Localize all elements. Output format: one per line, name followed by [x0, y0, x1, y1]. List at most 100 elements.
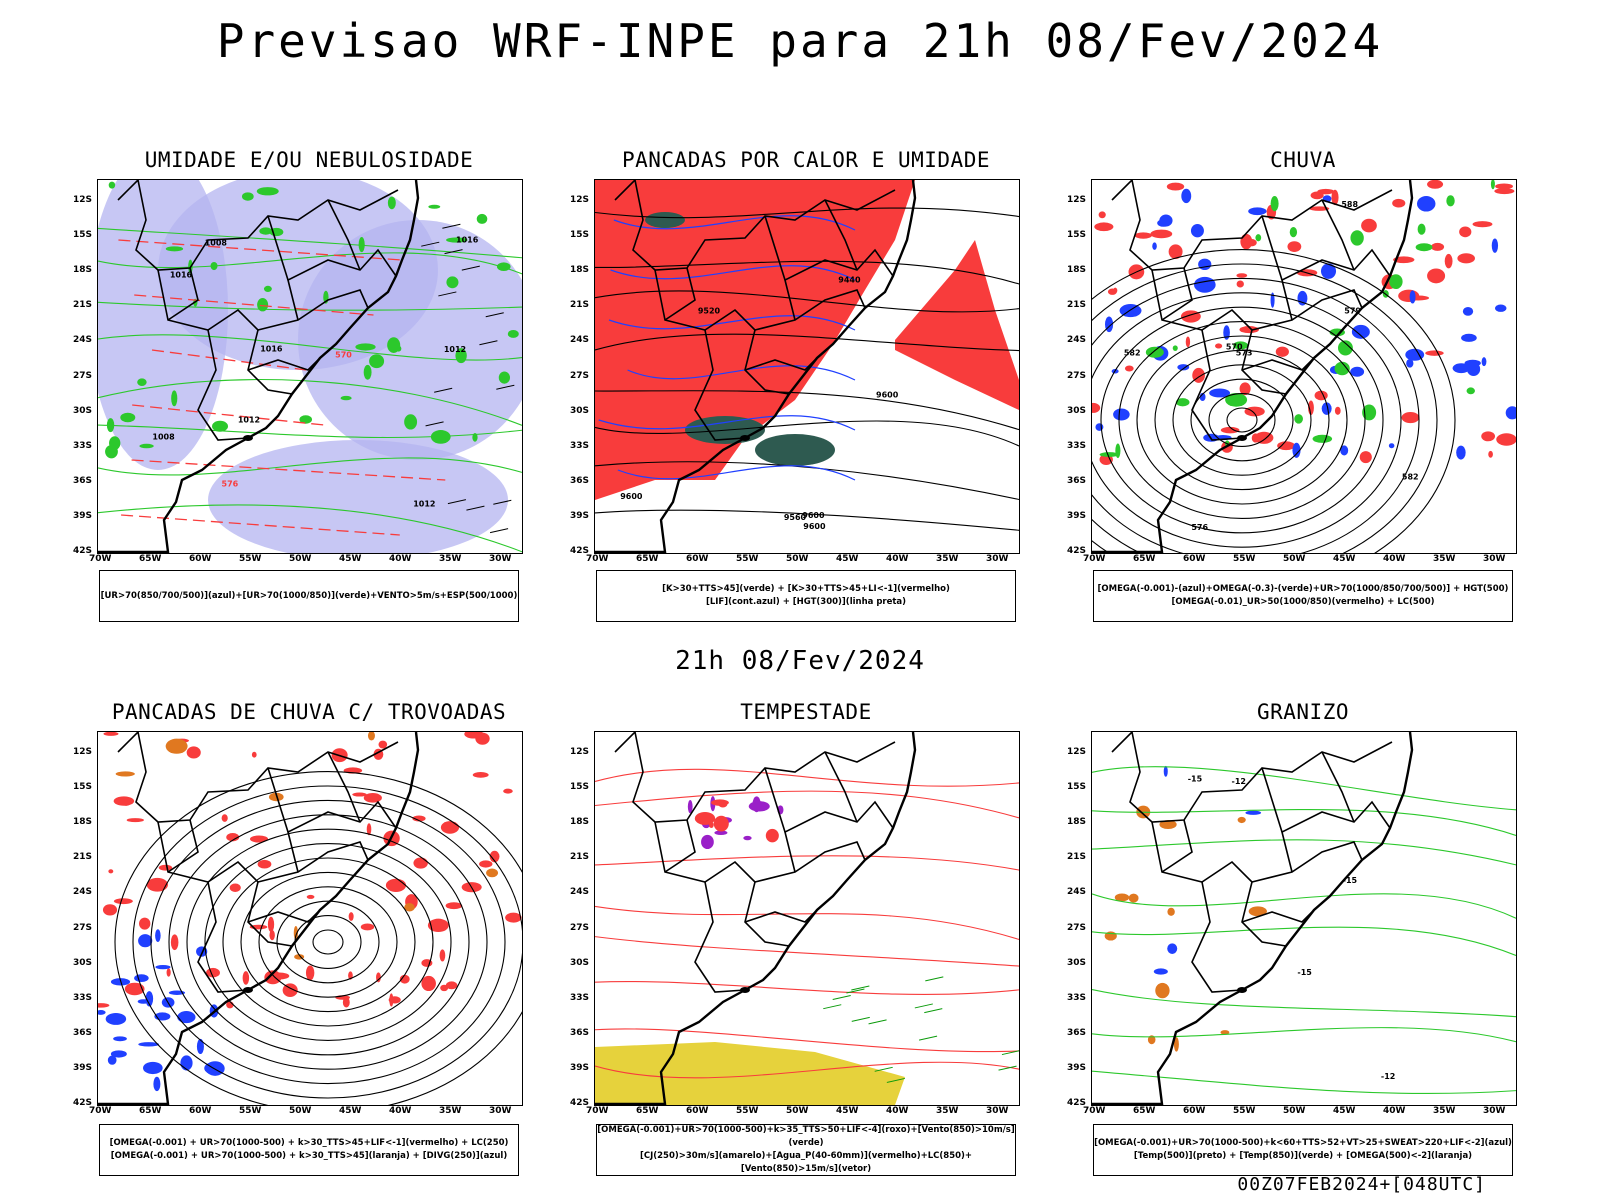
- longitude-label: 65W: [636, 554, 659, 564]
- panel-title: CHUVA: [1270, 148, 1336, 172]
- latitude-label: 39S: [73, 510, 93, 521]
- latitude-label: 33S: [570, 440, 590, 451]
- longitude-label: 65W: [139, 554, 162, 564]
- latitude-label: 39S: [1067, 1062, 1087, 1073]
- latitude-label: 42S: [570, 546, 590, 556]
- latitude-label: 15S: [73, 230, 93, 241]
- contour-label: 576: [1191, 523, 1208, 532]
- forecast-map: -15 -12 -15 -12 -15: [1091, 731, 1517, 1106]
- latitude-label: 27S: [73, 370, 93, 381]
- contour-label: -12: [1381, 1072, 1395, 1081]
- latitude-label: 24S: [1067, 335, 1087, 346]
- contour-label: 579: [1344, 306, 1361, 315]
- contour-label: -15: [1297, 968, 1312, 977]
- panel-legend: [K>30+TTS>45](verde) + [K>30+TTS>45+LI<-…: [596, 570, 1016, 622]
- contour-label: 1016: [170, 270, 193, 279]
- contour-label: -15: [1188, 775, 1203, 784]
- longitude-label: 65W: [636, 1106, 659, 1116]
- longitude-label: 60W: [686, 1106, 709, 1116]
- latitude-label: 21S: [73, 852, 93, 863]
- latitude-label: 33S: [1067, 440, 1087, 451]
- longitude-label: 70W: [586, 554, 609, 564]
- latitude-label: 15S: [1067, 782, 1087, 793]
- longitude-label: 55W: [239, 1106, 262, 1116]
- longitude-label: 70W: [1083, 1106, 1106, 1116]
- legend-line: [LIF](cont.azul) + [HGT(300)](linha pret…: [705, 597, 907, 607]
- contour-label: 9600: [876, 390, 899, 399]
- latitude-label: 21S: [1067, 852, 1087, 863]
- longitude-label: 70W: [1083, 554, 1106, 564]
- longitude-label: 30W: [986, 554, 1009, 564]
- contour-label: -12: [1232, 777, 1246, 786]
- latitude-label: 36S: [570, 475, 590, 486]
- longitude-label: 35W: [439, 554, 462, 564]
- map-field-plot: -15 -12 -15 -12 -15: [1092, 732, 1516, 1105]
- panel-title: PANCADAS DE CHUVA C/ TROVOADAS: [111, 700, 507, 724]
- latitude-label: 12S: [1067, 747, 1087, 757]
- latitude-label: 36S: [73, 475, 93, 486]
- longitude-label: 45W: [339, 554, 362, 564]
- longitude-label: 70W: [89, 554, 112, 564]
- forecast-date: 21h 08/Fev/2024: [675, 646, 925, 676]
- panel-title: GRANIZO: [1256, 700, 1349, 724]
- latitude-label: 12S: [1067, 195, 1087, 205]
- latitude-label: 33S: [73, 992, 93, 1003]
- longitude-label: 30W: [1483, 1106, 1506, 1116]
- legend-line: [UR>70(850/700/500)](azul)+[UR>70(1000/8…: [100, 590, 518, 601]
- latitude-label: 24S: [73, 887, 93, 898]
- latitude-label: 24S: [1067, 887, 1087, 898]
- contour-label: 9440: [838, 275, 861, 284]
- latitude-label: 24S: [570, 335, 590, 346]
- latitude-label: 33S: [1067, 992, 1087, 1003]
- legend-line: [K>30+TTS>45](verde) + [K>30+TTS>45+LI<-…: [662, 584, 950, 594]
- latitude-label: 27S: [570, 370, 590, 381]
- map-field-plot: [98, 732, 522, 1105]
- longitude-label: 60W: [686, 554, 709, 564]
- contour-label: 1008: [205, 238, 228, 247]
- legend-line: [OMEGA(-0.001) + UR>70(1000-500) + k>30_…: [110, 1151, 508, 1161]
- latitude-label: 27S: [570, 922, 590, 933]
- contour-label: 1012: [444, 345, 466, 354]
- forecast-map: 582 582 579 576 573 570 588: [1091, 179, 1517, 554]
- longitude-label: 35W: [936, 1106, 959, 1116]
- latitude-label: 18S: [570, 817, 590, 828]
- contour-label: 9600: [803, 522, 826, 531]
- latitude-label: 39S: [1067, 510, 1087, 521]
- latitude-label: 18S: [570, 265, 590, 276]
- longitude-label: 55W: [1233, 554, 1256, 564]
- longitude-label: 40W: [1383, 1106, 1406, 1116]
- contour-label: 582: [1402, 472, 1419, 481]
- latitude-label: 30S: [1067, 957, 1087, 968]
- longitude-label: 55W: [1233, 1106, 1256, 1116]
- legend-line: [OMEGA(-0.001)+UR>70(1000-500)+k<60+TTS>…: [1094, 1138, 1512, 1148]
- latitude-label: 27S: [1067, 370, 1087, 381]
- longitude-label: 65W: [139, 1106, 162, 1116]
- contour-label: 570: [1226, 342, 1243, 351]
- legend-line: [OMEGA(-0.001)+UR>70(1000-500)+k>35_TTS>…: [597, 1125, 1015, 1148]
- panel-legend: [OMEGA(-0.001) + UR>70(1000-500) + k>30_…: [99, 1124, 519, 1176]
- longitude-label: 45W: [1333, 554, 1356, 564]
- longitude-label: 50W: [1283, 1106, 1306, 1116]
- longitude-label: 70W: [586, 1106, 609, 1116]
- latitude-label: 18S: [73, 817, 93, 828]
- run-timestamp: 00Z07FEB2024+[048UTC]: [1237, 1174, 1486, 1195]
- longitude-label: 35W: [936, 554, 959, 564]
- longitude-label: 50W: [1283, 554, 1306, 564]
- longitude-label: 40W: [389, 1106, 412, 1116]
- latitude-label: 12S: [73, 747, 93, 757]
- contour-label: 1008: [152, 432, 175, 441]
- panel-legend: [OMEGA(-0.001)-(azul)+OMEGA(-0.3)-(verde…: [1093, 570, 1513, 622]
- forecast-map: [594, 731, 1020, 1106]
- contour-label: 1016: [260, 344, 283, 353]
- latitude-label: 15S: [570, 230, 590, 241]
- contour-label: 1012: [413, 500, 435, 509]
- longitude-label: 55W: [239, 554, 262, 564]
- panel-title: UMIDADE E/OU NEBULOSIDADE: [144, 148, 474, 172]
- longitude-label: 45W: [836, 1106, 859, 1116]
- contour-label: 582: [1124, 348, 1141, 357]
- contour-label: 9600: [802, 511, 825, 520]
- longitude-label: 45W: [339, 1106, 362, 1116]
- latitude-label: 12S: [570, 195, 590, 205]
- latitude-label: 30S: [73, 405, 93, 416]
- forecast-map: [97, 731, 523, 1106]
